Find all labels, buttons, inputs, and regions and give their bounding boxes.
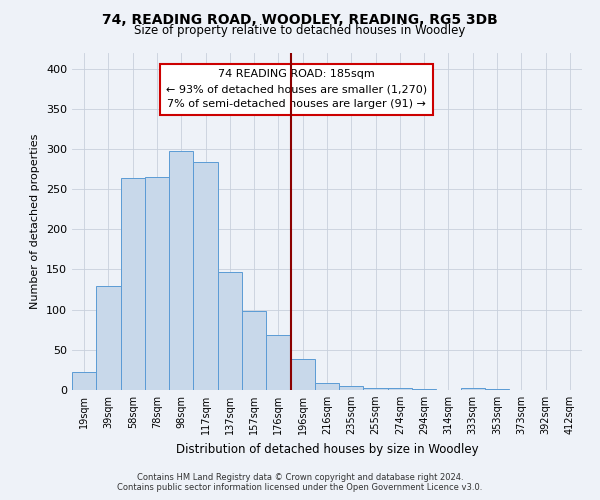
Bar [121,178,145,390]
Bar [364,388,388,390]
Text: Contains HM Land Registry data © Crown copyright and database right 2024.
Contai: Contains HM Land Registry data © Crown c… [118,473,482,492]
Text: Size of property relative to detached houses in Woodley: Size of property relative to detached ho… [134,24,466,37]
Bar [266,334,290,390]
Bar [339,386,364,390]
Bar [96,286,121,390]
Bar [461,388,485,390]
Text: 74 READING ROAD: 185sqm
← 93% of detached houses are smaller (1,270)
7% of semi-: 74 READING ROAD: 185sqm ← 93% of detache… [166,70,427,109]
Bar [72,372,96,390]
Y-axis label: Number of detached properties: Number of detached properties [31,134,40,309]
Bar [145,177,169,390]
Bar [388,388,412,390]
Bar [290,360,315,390]
Bar [218,272,242,390]
Bar [169,150,193,390]
Bar [193,162,218,390]
Bar [315,383,339,390]
Bar [412,389,436,390]
X-axis label: Distribution of detached houses by size in Woodley: Distribution of detached houses by size … [176,442,478,456]
Bar [485,389,509,390]
Text: 74, READING ROAD, WOODLEY, READING, RG5 3DB: 74, READING ROAD, WOODLEY, READING, RG5 … [102,12,498,26]
Bar [242,311,266,390]
